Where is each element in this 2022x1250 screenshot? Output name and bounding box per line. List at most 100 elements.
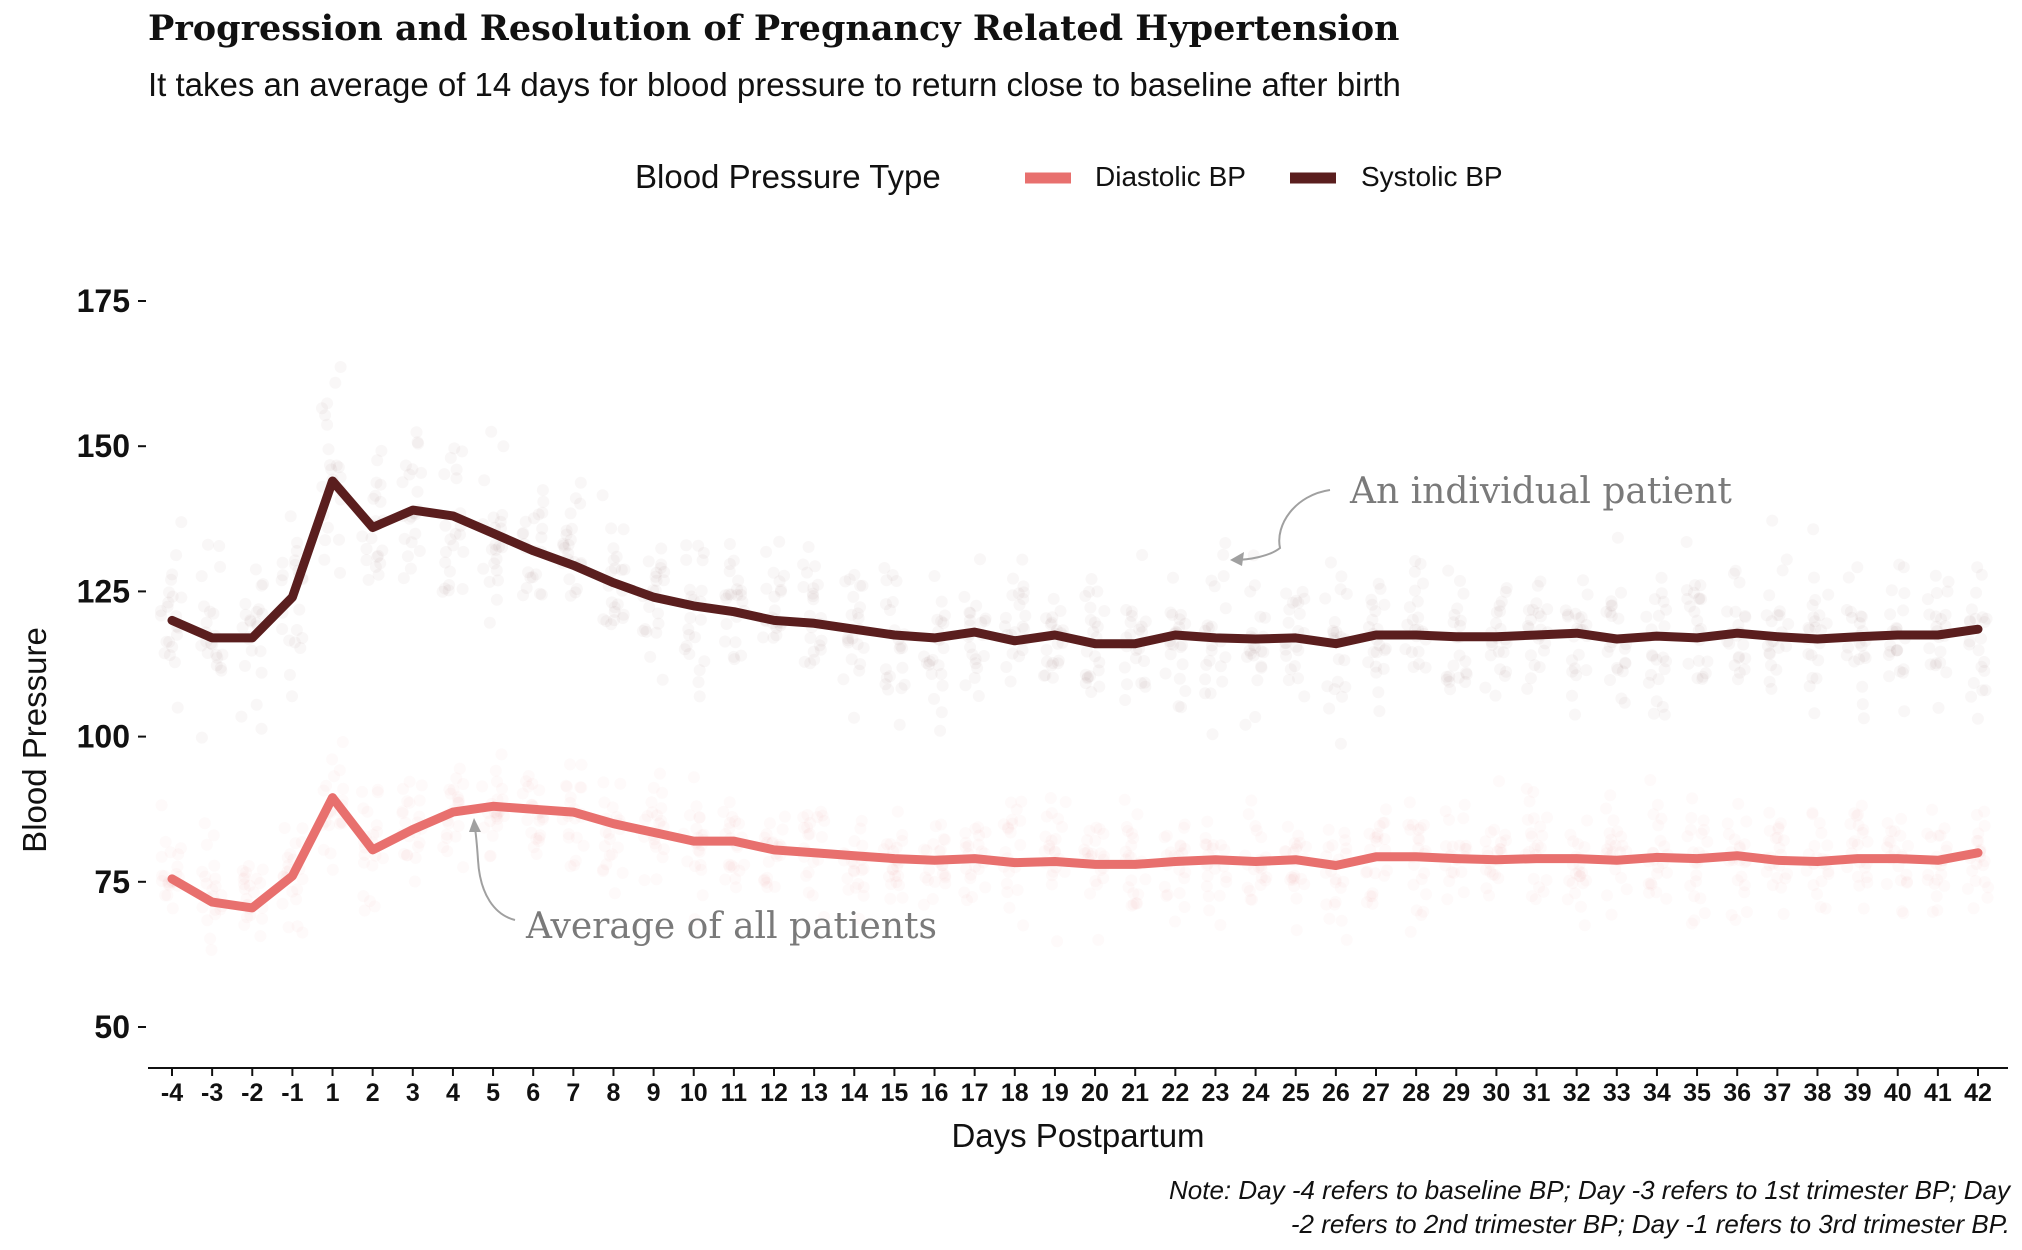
patient-point (1378, 870, 1390, 882)
patient-point (605, 522, 617, 534)
patient-point (1524, 795, 1536, 807)
patient-point (213, 540, 225, 552)
patient-point (929, 876, 941, 888)
patient-point (1415, 822, 1427, 834)
patient-point (1935, 646, 1947, 658)
patient-point (1896, 905, 1908, 917)
patient-point (730, 881, 742, 893)
patient-point (1323, 913, 1335, 925)
patient-point (286, 690, 298, 702)
patient-point (1605, 839, 1617, 851)
x-tick-label: 22 (1161, 1079, 1189, 1107)
patient-point (156, 799, 168, 811)
patient-point (1771, 872, 1783, 884)
patient-point (1530, 597, 1542, 609)
patient-point (235, 711, 247, 723)
patient-point (576, 759, 588, 771)
patient-point (1734, 840, 1746, 852)
patient-point (929, 570, 941, 582)
patient-point (565, 507, 577, 519)
patient-point (1203, 622, 1215, 634)
patient-point (564, 758, 576, 770)
patient-point (1940, 666, 1952, 678)
patient-point (760, 546, 772, 558)
patient-point (297, 822, 309, 834)
patient-point (1139, 873, 1151, 885)
patient-point (1683, 658, 1695, 670)
patient-point (1336, 915, 1348, 927)
patient-point (256, 667, 268, 679)
patient-point (563, 828, 575, 840)
patient-point (1091, 879, 1103, 891)
patient-point (1577, 574, 1589, 586)
patient-point (934, 725, 946, 737)
patient-point (1119, 794, 1131, 806)
patient-point (1136, 549, 1148, 561)
patient-point (1017, 919, 1029, 931)
patient-point (657, 851, 669, 863)
patient-point (1086, 573, 1098, 585)
patient-point (927, 893, 939, 905)
patient-point (409, 528, 421, 540)
patient-point (1454, 575, 1466, 587)
patient-point (1858, 712, 1870, 724)
patient-point (815, 806, 827, 818)
patient-point (1688, 890, 1700, 902)
patient-point (1931, 890, 1943, 902)
patient-point (1685, 812, 1697, 824)
patient-point (1894, 830, 1906, 842)
patient-point (958, 591, 970, 603)
patient-point (1339, 834, 1351, 846)
patient-point (1982, 892, 1994, 904)
patient-point (451, 464, 463, 476)
patient-point (959, 827, 971, 839)
patient-point (800, 870, 812, 882)
patient-point (1807, 523, 1819, 535)
patient-point (1574, 870, 1586, 882)
patient-point (1459, 799, 1471, 811)
patient-point (618, 523, 630, 535)
patient-point (842, 634, 854, 646)
patient-point (1045, 618, 1057, 630)
patient-point (1930, 570, 1942, 582)
patient-point (537, 813, 549, 825)
patient-point (597, 489, 609, 501)
patient-point (1119, 662, 1131, 674)
y-tick-label: 175 (77, 283, 130, 319)
patient-point (215, 665, 227, 677)
patient-point (196, 570, 208, 582)
patient-point (1017, 644, 1029, 656)
patient-point (1336, 691, 1348, 703)
x-tick-label: 15 (880, 1079, 908, 1107)
patient-point (1441, 893, 1453, 905)
patient-point (491, 564, 503, 576)
patient-point (614, 778, 626, 790)
patient-point (884, 893, 896, 905)
patient-point (1440, 805, 1452, 817)
patient-point (457, 861, 469, 873)
patient-point (1059, 866, 1071, 878)
x-tick-label: 37 (1763, 1079, 1791, 1107)
patient-point (1521, 783, 1533, 795)
patient-point (1000, 661, 1012, 673)
patient-point (1048, 593, 1060, 605)
x-tick-label: 3 (406, 1079, 420, 1107)
patient-point (1444, 683, 1456, 695)
patient-point (1124, 628, 1136, 640)
patient-point (1701, 656, 1713, 668)
patient-point (1046, 835, 1058, 847)
patient-point (335, 361, 347, 373)
patient-point (256, 723, 268, 735)
caption-line-1: Note: Day -4 refers to baseline BP; Day … (1169, 1175, 2012, 1205)
patient-point (318, 554, 330, 566)
patient-point (896, 829, 908, 841)
patient-point (651, 873, 663, 885)
patient-point (285, 510, 297, 522)
x-tick-label: 20 (1081, 1079, 1109, 1107)
annotation-individual-text: An individual patient (1349, 471, 1732, 512)
patient-point (1604, 789, 1616, 801)
patient-point (1319, 593, 1331, 605)
patient-point (697, 889, 709, 901)
patient-point (1741, 906, 1753, 918)
patient-point (1379, 644, 1391, 656)
